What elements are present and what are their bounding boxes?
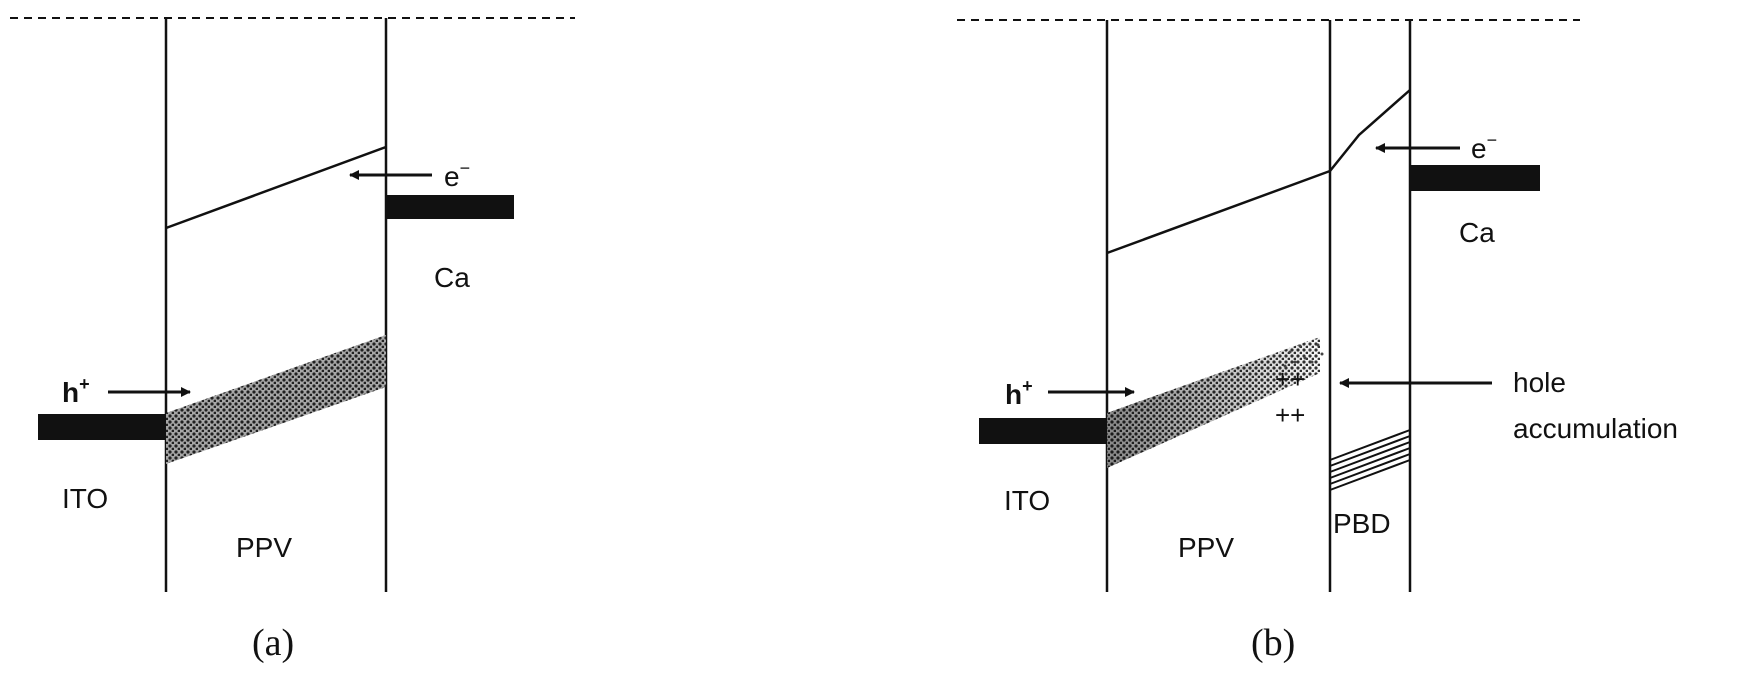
ito-label: ITO — [62, 483, 108, 514]
electron-label: e− — [1471, 130, 1497, 164]
pbd-label: PBD — [1333, 508, 1391, 539]
panel-a: h+ e− ITO PPV Ca (a) — [10, 17, 575, 664]
hole-charge-row-1: ++ — [1275, 364, 1305, 394]
ppv-label: PPV — [1178, 532, 1234, 563]
caption-a: (a) — [252, 622, 294, 664]
homo-band — [166, 335, 386, 464]
hole-label: h+ — [1005, 376, 1033, 410]
ca-fermi-bar — [1410, 165, 1540, 191]
ito-fermi-bar — [38, 414, 166, 440]
caption-b: (b) — [1251, 622, 1295, 664]
pbd-homo-band — [1329, 429, 1411, 491]
homo-band-ppv-shade — [1107, 337, 1320, 468]
ppv-label: PPV — [236, 532, 292, 563]
ca-fermi-bar — [386, 195, 514, 219]
homo-band-shade — [166, 335, 386, 464]
hole-charge-row-2: ++ — [1275, 400, 1305, 430]
lumo-level — [165, 145, 387, 230]
ca-label: Ca — [1459, 217, 1495, 248]
accumulation-dots — [1283, 343, 1324, 368]
hole-accumulation-label-line1: hole — [1513, 367, 1566, 398]
ito-label: ITO — [1004, 485, 1050, 516]
hole-label: h+ — [62, 374, 90, 408]
lumo-level — [1106, 89, 1411, 255]
electron-label: e− — [444, 158, 470, 192]
panel-b: h+ e− ++ ++ hole accumulation ITO PPV PB… — [957, 19, 1678, 664]
ca-label: Ca — [434, 262, 470, 293]
ito-fermi-bar — [979, 418, 1107, 444]
hole-accumulation-label-line2: accumulation — [1513, 413, 1678, 444]
